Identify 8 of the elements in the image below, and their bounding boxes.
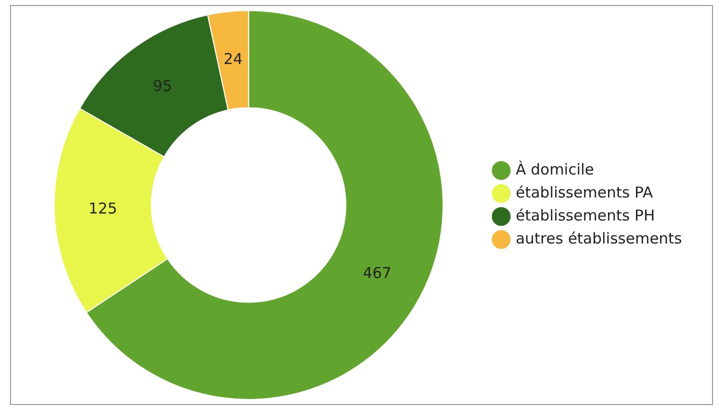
data-label: 467: [362, 264, 392, 282]
data-label: 125: [88, 200, 118, 218]
legend-label: autres établissements: [516, 229, 682, 248]
data-label: 24: [224, 50, 243, 68]
data-label: 95: [152, 77, 172, 96]
legend-label: À domicile: [516, 160, 594, 178]
legend-label: établissements PA: [516, 183, 654, 202]
legend-label: établissements PH: [516, 206, 655, 224]
